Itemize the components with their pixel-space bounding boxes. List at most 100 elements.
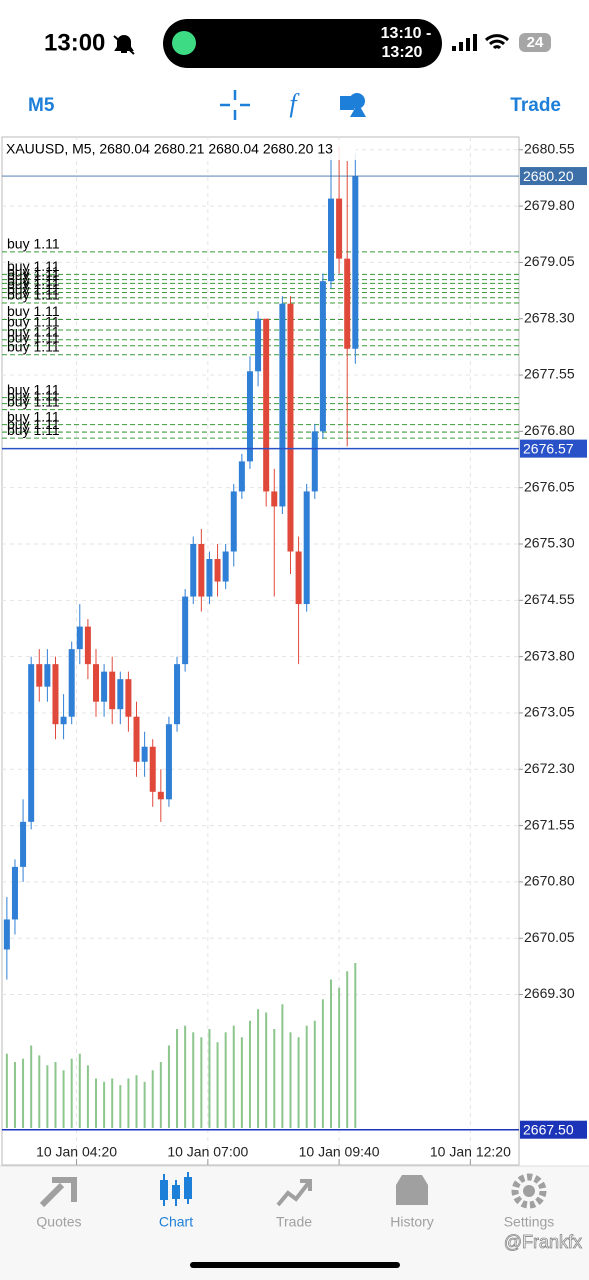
dynamic-island: [163, 19, 442, 68]
y-tick-label: 2673.05: [524, 704, 575, 720]
volume-bar: [281, 1004, 284, 1128]
price-label: 2676.57: [523, 440, 574, 456]
candle-body: [36, 664, 43, 687]
tab-label[interactable]: Quotes: [36, 1214, 81, 1230]
trade-button[interactable]: Trade: [510, 95, 561, 116]
order-label: buy 1.11: [7, 329, 60, 345]
tab-label[interactable]: Trade: [276, 1214, 312, 1230]
volume-bar: [151, 1070, 154, 1128]
y-tick-label: 2672.30: [524, 760, 575, 776]
order-label: buy 1.11: [7, 236, 60, 252]
order-label: buy 1.11: [7, 287, 60, 303]
order-label: buy 1.11: [7, 416, 60, 432]
order-label: buy 1.11: [7, 272, 60, 288]
price-label: 2680.20: [523, 168, 574, 184]
candle-body: [174, 664, 181, 725]
candle-body: [117, 679, 124, 710]
candle-body: [3, 919, 10, 950]
x-tick-label: 10 Jan 04:20: [36, 1144, 117, 1160]
home-indicator: [190, 1262, 400, 1268]
candle-body: [198, 543, 205, 597]
y-tick-label: 2677.55: [524, 366, 575, 382]
objects-button[interactable]: [340, 93, 366, 117]
candle-body: [222, 551, 229, 582]
volume-bar: [143, 1081, 146, 1128]
order-label: buy 1.11: [7, 263, 60, 279]
volume-bar: [78, 1053, 81, 1128]
candle-body: [255, 318, 262, 372]
order-label: buy 1.11: [7, 387, 60, 403]
volume-bar: [176, 1029, 179, 1128]
signal-icon: [452, 34, 477, 51]
history-icon: [396, 1175, 428, 1205]
volume-bar: [54, 1062, 57, 1128]
volume-bar: [305, 1025, 308, 1128]
order-label: buy 1.11: [7, 381, 60, 397]
price-label-box: [520, 167, 587, 186]
volume-bar: [184, 1025, 187, 1128]
wifi-icon: [484, 34, 510, 50]
status-time: 13:00: [44, 29, 105, 56]
tab-label[interactable]: Chart: [159, 1214, 193, 1230]
y-tick-label: 2675.30: [524, 535, 575, 551]
candle-body: [182, 596, 189, 665]
volume-bar: [127, 1078, 130, 1128]
order-label: buy 1.11: [7, 323, 60, 339]
candle-body: [303, 491, 310, 605]
volume-bar: [103, 1081, 106, 1128]
volume-bar: [330, 979, 332, 1128]
candle-body: [336, 198, 343, 259]
price-label-box: [520, 1120, 587, 1139]
candle-body: [263, 318, 270, 492]
island-text: 13:20: [382, 44, 423, 61]
volume-bar: [119, 1085, 122, 1128]
volume-bar: [5, 1053, 8, 1128]
candle-body: [157, 791, 164, 800]
candle-body: [287, 303, 294, 552]
indicators-button[interactable]: f: [289, 89, 300, 118]
candle-body: [20, 821, 27, 867]
volume-bar: [240, 1037, 243, 1128]
candle-body: [246, 371, 253, 462]
crosshair-button[interactable]: [220, 90, 250, 120]
volume-bar: [135, 1075, 138, 1128]
y-tick-label: 2680.55: [524, 140, 575, 156]
order-label: buy 1.11: [7, 281, 60, 297]
candle-body: [84, 626, 91, 665]
y-tick-label: 2678.30: [524, 309, 575, 325]
tab-bar: [0, 1166, 589, 1280]
volume-bar: [159, 1062, 162, 1128]
order-label: buy 1.11: [7, 338, 60, 354]
volume-bar: [321, 999, 324, 1128]
candle-body: [68, 649, 75, 717]
volume-bar: [232, 1025, 235, 1128]
battery: [519, 33, 551, 52]
volume-bar: [30, 1045, 33, 1128]
candle-body: [52, 664, 59, 725]
candle-body: [238, 461, 245, 492]
price-label: 2667.50: [523, 1121, 574, 1137]
tab-label[interactable]: Settings: [504, 1214, 555, 1230]
trade-icon: [276, 1179, 312, 1207]
candle-body: [149, 746, 156, 792]
order-label: buy 1.11: [7, 267, 60, 283]
y-tick-label: 2670.80: [524, 873, 575, 889]
chart-frame: [1, 136, 520, 1166]
candle-body: [295, 551, 302, 605]
period-button[interactable]: M5: [28, 95, 55, 116]
tab-label[interactable]: History: [390, 1214, 434, 1230]
volume-bar: [22, 1058, 25, 1128]
volume-bar: [86, 1065, 89, 1128]
order-label: buy 1.11: [7, 314, 60, 330]
chart-header: XAUUSD, M5, 2680.04 2680.21 2680.04 2680…: [6, 141, 333, 157]
volume-bar: [200, 1037, 203, 1128]
order-label: buy 1.11: [7, 258, 60, 274]
order-label: buy 1.11: [7, 408, 60, 424]
x-tick-label: 10 Jan 12:20: [430, 1144, 511, 1160]
y-tick-label: 2679.05: [524, 253, 575, 269]
volume-bar: [248, 1020, 251, 1128]
x-tick-label: 10 Jan 07:00: [167, 1144, 248, 1160]
candle-body: [141, 746, 148, 762]
candle-body: [93, 664, 99, 702]
island-icon: [172, 31, 196, 55]
